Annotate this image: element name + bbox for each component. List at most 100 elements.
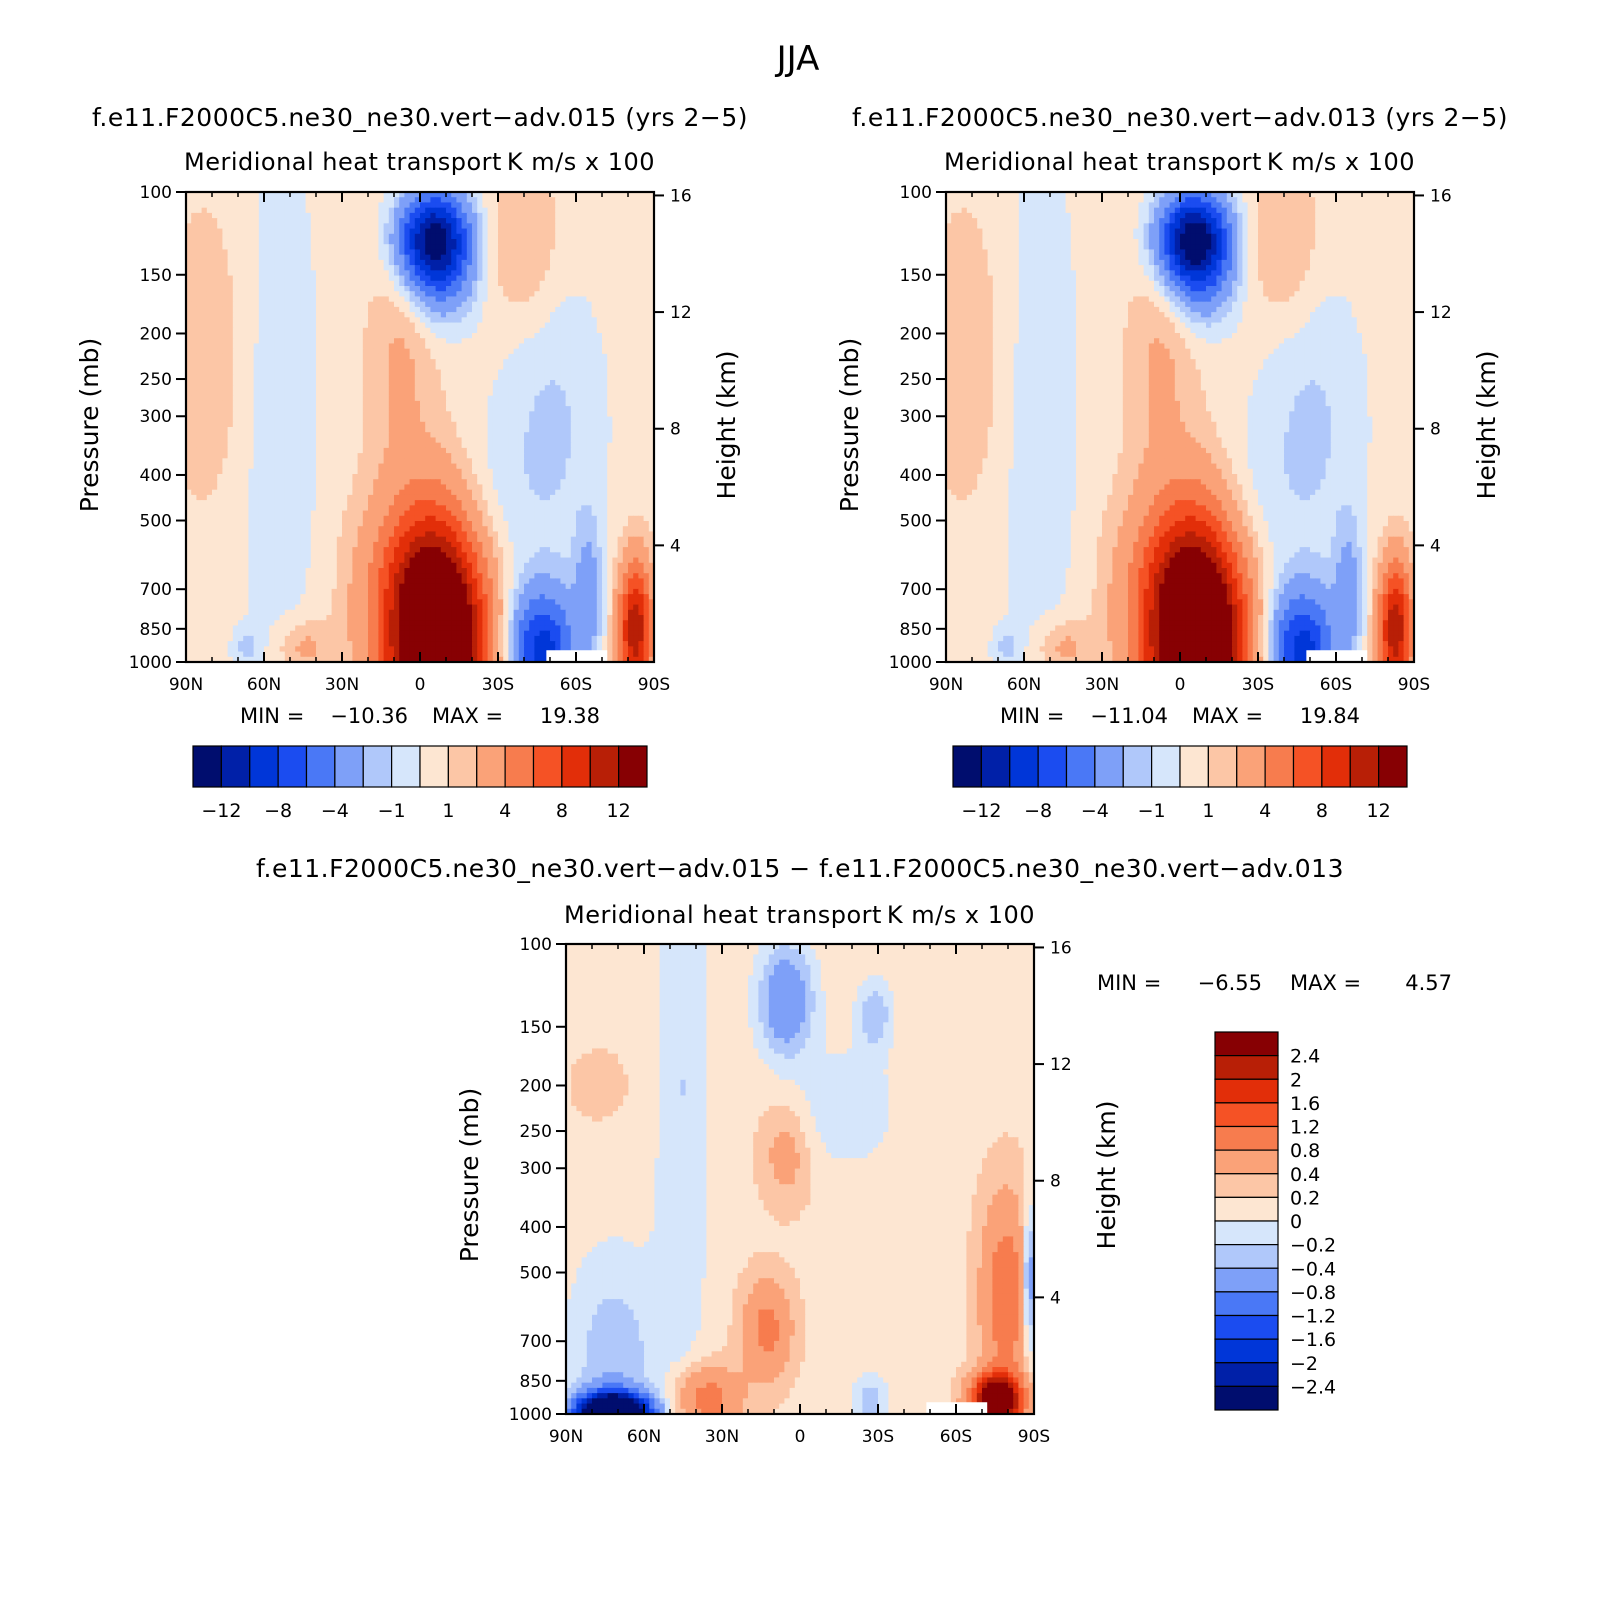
contour-cell [352, 312, 358, 318]
contour-cell [394, 218, 400, 224]
contour-cell [415, 218, 421, 224]
contour-cell [358, 249, 364, 255]
contour-cell [638, 265, 644, 271]
contour-cell [607, 302, 613, 308]
contour-cell [602, 302, 608, 308]
contour-cell [363, 333, 369, 339]
contour-cell [342, 234, 348, 240]
contour-cell [217, 307, 223, 313]
contour-cell [207, 239, 213, 245]
contour-cell [394, 296, 400, 302]
contour-cell [404, 343, 410, 349]
contour-cell [342, 202, 348, 208]
contour-cell [274, 239, 280, 245]
contour-cell [576, 328, 582, 334]
contour-cell [269, 291, 275, 297]
contour-cell [363, 229, 369, 235]
contour-cell [607, 291, 613, 297]
contour-cell [274, 260, 280, 266]
contour-cell [477, 244, 483, 250]
contour-cell [571, 234, 577, 240]
contour-cell [446, 296, 452, 302]
contour-cell [384, 197, 390, 203]
contour-cell [477, 234, 483, 240]
contour-cell [295, 229, 301, 235]
contour-cell [425, 197, 431, 203]
contour-cell [566, 265, 572, 271]
contour-cell [410, 317, 416, 323]
contour-cell [311, 249, 317, 255]
contour-cell [586, 323, 592, 329]
contour-cell [633, 296, 639, 302]
contour-cell [555, 317, 561, 323]
contour-cell [300, 223, 306, 229]
contour-cell [436, 260, 442, 266]
contour-cell [571, 296, 577, 302]
contour-cell [196, 323, 202, 329]
contour-cell [202, 328, 208, 334]
contour-cell [326, 213, 332, 219]
contour-cell [612, 302, 618, 308]
contour-cell [560, 296, 566, 302]
contour-cell [540, 270, 546, 276]
contour-cell [280, 270, 286, 276]
contour-cell [493, 229, 499, 235]
contour-cell [300, 333, 306, 339]
contour-cell [280, 260, 286, 266]
contour-cell [202, 213, 208, 219]
contour-cell [545, 307, 551, 313]
contour-cell [514, 265, 520, 271]
contour-cell [207, 208, 213, 214]
contour-cell [352, 302, 358, 308]
contour-cell [217, 317, 223, 323]
contour-cell [566, 302, 572, 308]
contour-cell [550, 323, 556, 329]
contour-cell [228, 218, 234, 224]
contour-cell [352, 276, 358, 282]
contour-cell [306, 213, 312, 219]
contour-cell [581, 208, 587, 214]
contour-cell [482, 328, 488, 334]
contour-cell [243, 317, 249, 323]
contour-cell [212, 218, 218, 224]
contour-cell [534, 197, 540, 203]
contour-cell [462, 338, 468, 344]
contour-cell [519, 239, 525, 245]
contour-cell [196, 255, 202, 261]
contour-cell [638, 244, 644, 250]
contour-cell [644, 202, 650, 208]
contour-cell [514, 281, 520, 287]
contour-cell [295, 296, 301, 302]
contour-cell [534, 223, 540, 229]
contour-cell [207, 354, 213, 360]
contour-cell [498, 239, 504, 245]
contour-cell [607, 239, 613, 245]
contour-cell [285, 239, 291, 245]
contour-cell [420, 302, 426, 308]
contour-cell [332, 338, 338, 344]
contour-cell [415, 328, 421, 334]
contour-cell [243, 270, 249, 276]
contour-cell [436, 333, 442, 339]
contour-cell [384, 249, 390, 255]
contour-cell [269, 234, 275, 240]
contour-cell [436, 234, 442, 240]
contour-cell [248, 354, 254, 360]
contour-cell [368, 270, 374, 276]
contour-cell [222, 333, 228, 339]
contour-cell [576, 307, 582, 313]
contour-cell [446, 281, 452, 287]
contour-cell [243, 234, 249, 240]
contour-cell [550, 302, 556, 308]
contour-cell [519, 202, 525, 208]
contour-cell [638, 276, 644, 282]
contour-cell [540, 229, 546, 235]
contour-cell [295, 244, 301, 250]
contour-cell [602, 323, 608, 329]
contour-cell [399, 291, 405, 297]
contour-cell [238, 302, 244, 308]
contour-cell [524, 286, 530, 292]
contour-cell [347, 333, 353, 339]
contour-cell [337, 260, 343, 266]
contour-cell [306, 286, 312, 292]
